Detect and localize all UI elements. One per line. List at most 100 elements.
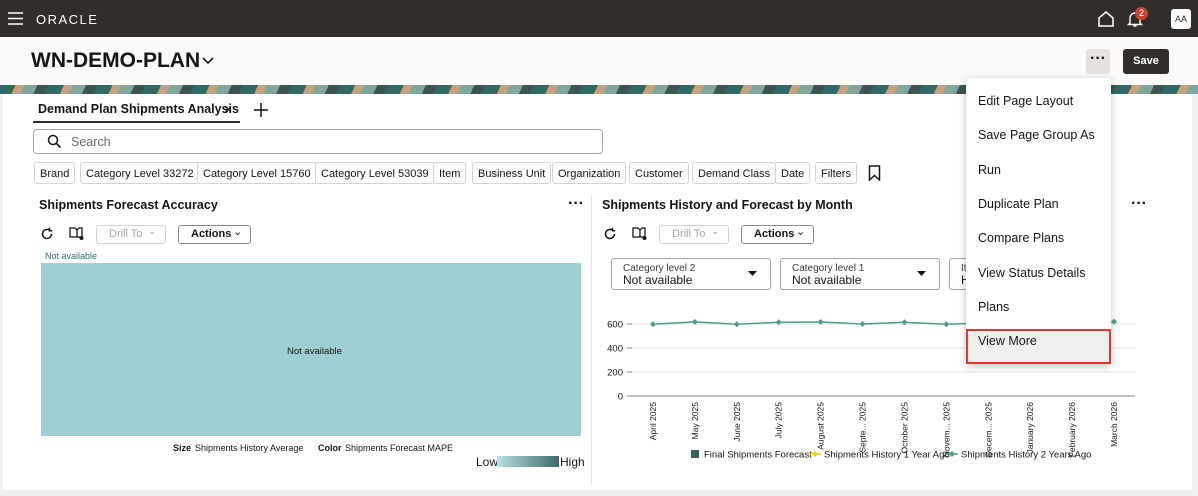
- treemap-cell: [41, 263, 581, 436]
- filter-chip[interactable]: Customer: [629, 162, 689, 184]
- tab-close[interactable]: ×: [224, 101, 233, 117]
- add-tab[interactable]: [253, 102, 269, 118]
- home-icon[interactable]: [1097, 10, 1115, 28]
- chevron: ⌄: [711, 226, 720, 237]
- filter-chip[interactable]: Category Level 53039: [315, 162, 435, 184]
- chevron: ⌄: [148, 226, 157, 237]
- filter-chip[interactable]: Filters: [815, 162, 857, 184]
- panel-title: Shipments Forecast Accuracy: [39, 198, 218, 212]
- filter-chip[interactable]: Item: [433, 162, 467, 184]
- y-tick-label: 200: [607, 368, 623, 379]
- x-tick-label: Novem... 2025: [941, 402, 951, 458]
- data-point: [901, 319, 908, 326]
- search-icon: [47, 134, 62, 149]
- menu-item[interactable]: Compare Plans: [978, 231, 1065, 245]
- filter-chip[interactable]: Brand: [34, 162, 76, 184]
- bookmark-icon[interactable]: [868, 165, 881, 181]
- panel-divider: [591, 195, 592, 485]
- x-tick-label: April 2025: [648, 402, 658, 441]
- more-button[interactable]: ···: [1086, 49, 1110, 74]
- view-icon[interactable]: [632, 226, 648, 241]
- notification-badge: 2: [1135, 7, 1148, 20]
- menu-icon[interactable]: [8, 12, 24, 25]
- x-tick-label: February 2026: [1067, 402, 1077, 458]
- selector-label: Category level 2: [623, 263, 696, 274]
- treemap-label: Not available: [287, 346, 342, 357]
- menu-item[interactable]: Run: [978, 163, 1001, 177]
- menu-item[interactable]: Save Page Group As: [978, 128, 1095, 142]
- legend-swatch: [691, 450, 699, 458]
- filter-chip[interactable]: Date: [775, 162, 811, 184]
- x-tick-label: August 2025: [816, 402, 826, 450]
- selector-value: Not available: [792, 273, 862, 287]
- filter-chip[interactable]: Business Unit: [472, 162, 552, 184]
- legend-swatch: [949, 451, 955, 457]
- x-tick-label: October 2025: [899, 402, 909, 454]
- data-point: [775, 319, 782, 326]
- legend-high: High: [560, 455, 585, 469]
- size-value: Shipments History Average: [195, 443, 304, 453]
- legend-label: Shipments History 2 Years Ago: [961, 450, 1091, 461]
- panel-more[interactable]: ···: [1131, 195, 1147, 212]
- x-tick-label: Decem... 2025: [983, 402, 993, 458]
- color-gradient: [497, 456, 559, 467]
- title-chevron[interactable]: [202, 57, 214, 65]
- data-point: [1111, 318, 1118, 325]
- drill-to-button[interactable]: Drill To: [659, 225, 729, 244]
- legend-low: Low: [476, 455, 499, 469]
- panel-more[interactable]: ···: [568, 195, 584, 212]
- menu-item[interactable]: View More: [978, 334, 1037, 348]
- menu-item[interactable]: Duplicate Plan: [978, 197, 1059, 211]
- decor-band: [0, 85, 1198, 94]
- data-point: [691, 318, 698, 325]
- tab-underline: [33, 121, 240, 123]
- actions-button[interactable]: Actions: [178, 225, 251, 244]
- x-tick-label: May 2025: [690, 402, 700, 440]
- x-tick-label: June 2025: [732, 402, 742, 442]
- y-tick-label: 400: [607, 344, 623, 355]
- save-button[interactable]: Save: [1123, 49, 1169, 74]
- panel-title: Shipments History and Forecast by Month: [602, 198, 853, 212]
- filter-chip[interactable]: Category Level 33272: [80, 162, 200, 184]
- view-icon[interactable]: [69, 226, 85, 241]
- brand: ORACLE: [36, 12, 99, 27]
- filter-chip[interactable]: Category Level 15760: [197, 162, 317, 184]
- menu-highlight: [966, 329, 1111, 364]
- drill-to-button[interactable]: Drill To: [96, 225, 166, 244]
- caret: [917, 271, 926, 276]
- chevron: ⌄: [233, 226, 243, 238]
- selector[interactable]: Category level 1 Not available: [780, 258, 940, 290]
- search-box[interactable]: [33, 129, 603, 154]
- caret: [748, 271, 757, 276]
- selector-value: Not available: [623, 273, 693, 287]
- refresh-icon[interactable]: [603, 227, 617, 241]
- user-avatar[interactable]: AA: [1171, 9, 1191, 29]
- legend-swatch: [812, 451, 818, 457]
- x-tick-label: Septe... 2025: [858, 402, 868, 453]
- selector[interactable]: Category level 2 Not available: [611, 258, 771, 290]
- filter-chip[interactable]: Organization: [552, 162, 627, 184]
- filter-chip[interactable]: Demand Class: [692, 162, 777, 184]
- tab-label[interactable]: Demand Plan Shipments Analysis: [38, 102, 239, 116]
- color-value: Shipments Forecast MAPE: [345, 443, 454, 453]
- data-point: [943, 321, 950, 328]
- x-tick-label: January 2026: [1025, 402, 1035, 454]
- menu-item[interactable]: View Status Details: [978, 266, 1086, 280]
- legend-label: Shipments History 1 Year Ago: [824, 450, 950, 461]
- selector-label: Category level 1: [792, 263, 865, 274]
- actions-button[interactable]: Actions: [741, 225, 814, 244]
- refresh-icon[interactable]: [40, 227, 54, 241]
- status-text: Not available: [45, 251, 98, 261]
- menu-item[interactable]: Edit Page Layout: [978, 94, 1074, 108]
- x-tick-label: July 2025: [774, 402, 784, 439]
- menu-item[interactable]: Plans: [978, 300, 1010, 314]
- line-chart: 0 200 400 600 April 2025 May 2025 June 2025 Jul…: [607, 318, 1135, 461]
- legend-label: Final Shipments Forecast: [704, 450, 812, 461]
- title-bar: [0, 37, 1198, 85]
- selector-label: It: [961, 263, 967, 274]
- top-bar: [0, 0, 1198, 37]
- page-title[interactable]: WN-DEMO-PLAN: [31, 49, 201, 72]
- data-point: [649, 321, 656, 328]
- y-tick-label: 600: [607, 320, 623, 331]
